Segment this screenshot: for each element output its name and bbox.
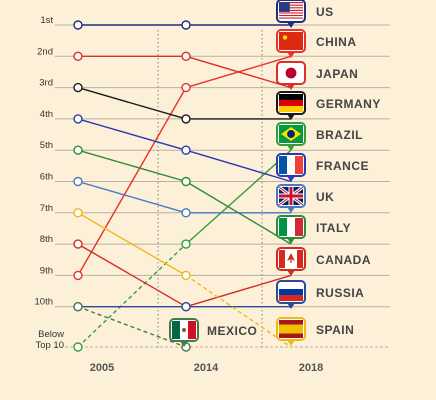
country-label-germany: GERMANY bbox=[316, 97, 381, 111]
series-line-france bbox=[77, 118, 187, 151]
series-line-brazil bbox=[77, 243, 187, 348]
data-point-brazil bbox=[73, 342, 83, 352]
series-line-france bbox=[185, 149, 292, 183]
year-label: 2014 bbox=[194, 362, 219, 374]
series-line-germany bbox=[77, 86, 187, 120]
data-point-mexico bbox=[73, 302, 83, 312]
country-label-brazil: BRAZIL bbox=[316, 128, 363, 142]
series-line-brazil bbox=[185, 149, 292, 245]
country-label-us: US bbox=[316, 5, 334, 19]
data-point-china bbox=[73, 270, 83, 281]
japan-flag-icon bbox=[276, 61, 306, 90]
data-point-italy bbox=[73, 145, 83, 155]
data-point-china bbox=[181, 82, 191, 93]
data-point-canada bbox=[73, 239, 83, 249]
data-point-germany bbox=[181, 114, 191, 124]
china-flag-icon bbox=[276, 29, 306, 58]
series-line-uk bbox=[77, 180, 187, 214]
data-point-italy bbox=[181, 176, 191, 187]
year-label: 2018 bbox=[299, 362, 323, 374]
canada-flag-icon bbox=[276, 247, 306, 276]
data-point-spain bbox=[73, 208, 83, 218]
country-label-japan: JAPAN bbox=[316, 67, 358, 81]
series-line-spain bbox=[77, 212, 187, 277]
country-label-uk: UK bbox=[316, 190, 334, 204]
rank-label: 5th bbox=[40, 140, 53, 151]
data-point-spain bbox=[181, 270, 191, 281]
italy-flag-icon bbox=[276, 215, 306, 244]
russia-flag-icon bbox=[276, 280, 306, 309]
rank-label: 1st bbox=[40, 15, 53, 26]
series-line-canada bbox=[185, 274, 292, 308]
spain-flag-icon bbox=[276, 317, 306, 346]
rank-label: 8th bbox=[40, 234, 53, 245]
data-point-france bbox=[73, 114, 83, 124]
rank-label: Below Top 10 bbox=[35, 329, 64, 351]
country-label-italy: ITALY bbox=[316, 221, 351, 235]
country-label-spain: SPAIN bbox=[316, 323, 354, 337]
series-line-italy bbox=[185, 180, 292, 245]
data-point-us bbox=[73, 20, 83, 30]
data-point-brazil bbox=[181, 239, 191, 249]
country-labels: US CHINA JAPAN GERMANY BRAZIL FRANCE UK ITALY CA… bbox=[169, 0, 381, 347]
year-label: 2005 bbox=[90, 362, 114, 374]
rank-label: 2nd bbox=[37, 46, 53, 57]
rank-label: 7th bbox=[40, 203, 53, 214]
germany-flag-icon bbox=[276, 91, 306, 120]
series-line-spain bbox=[185, 274, 292, 348]
rank-axis: 1st 2nd 3rd 4th 5th 6th 7th 8th 9th 10th Below Top … bbox=[35, 15, 65, 351]
mexico-flag-icon bbox=[169, 318, 199, 347]
data-point-japan bbox=[73, 51, 83, 61]
series-line-japan bbox=[185, 55, 292, 89]
rank-label: 10th bbox=[35, 297, 54, 308]
country-label-china: CHINA bbox=[316, 35, 357, 49]
data-point-france bbox=[181, 145, 191, 155]
data-point-germany bbox=[73, 82, 83, 93]
country-label-canada: CANADA bbox=[316, 253, 371, 267]
series-line-canada bbox=[77, 243, 187, 308]
data-point-japan bbox=[181, 51, 191, 61]
series-line-china bbox=[77, 87, 187, 276]
year-axis: 2005 2014 2018 bbox=[90, 362, 323, 374]
data-point-uk bbox=[181, 208, 191, 218]
brazil-flag-icon bbox=[276, 122, 306, 151]
data-point-us bbox=[181, 20, 191, 30]
series-line-italy bbox=[77, 149, 187, 183]
data-point-uk bbox=[73, 176, 83, 187]
rank-label: 9th bbox=[40, 265, 53, 276]
us-flag-icon bbox=[276, 0, 306, 28]
rank-label: 6th bbox=[40, 172, 53, 183]
series-lines bbox=[77, 24, 292, 348]
country-label-mexico: MEXICO bbox=[207, 324, 257, 338]
series-points bbox=[73, 20, 191, 352]
uk-flag-icon bbox=[276, 184, 306, 213]
rank-label: 4th bbox=[40, 109, 53, 120]
data-point-russia bbox=[181, 302, 191, 312]
country-label-russia: RUSSIA bbox=[316, 286, 364, 300]
series-line-mexico bbox=[77, 306, 187, 348]
country-label-france: FRANCE bbox=[316, 159, 369, 173]
rank-label: 3rd bbox=[39, 78, 53, 89]
france-flag-icon bbox=[276, 153, 306, 182]
